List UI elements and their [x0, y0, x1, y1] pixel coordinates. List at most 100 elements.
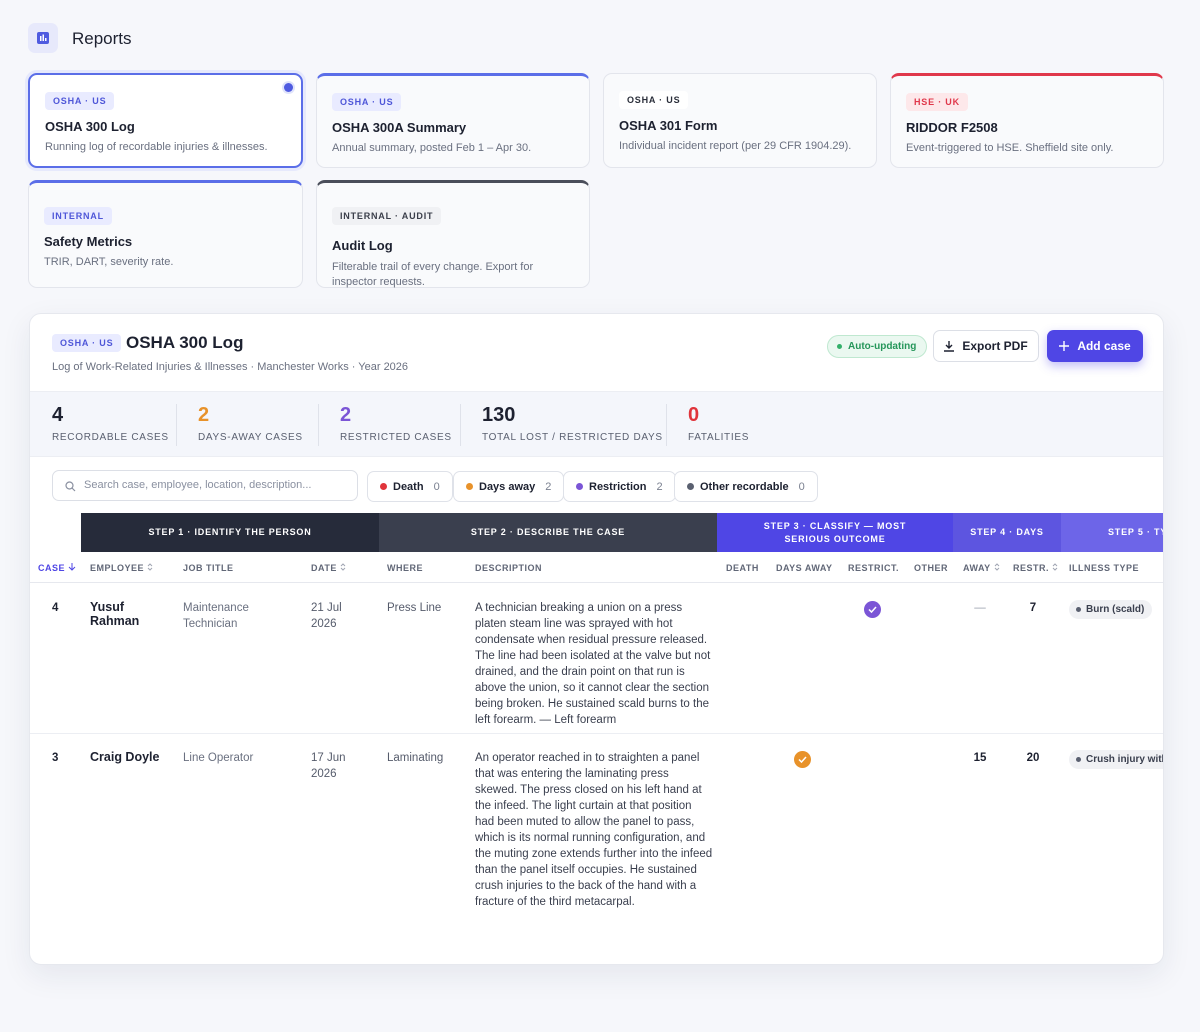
- card-title: OSHA 300 Log: [45, 119, 135, 134]
- column-header: OTHER: [914, 563, 948, 573]
- card-desc: TRIR, DART, severity rate.: [44, 256, 174, 268]
- add-label: Add case: [1077, 339, 1131, 353]
- step-header: STEP 2 · DESCRIBE THE CASE: [379, 513, 717, 552]
- illness-pill: Crush injury with fracture: [1069, 750, 1163, 769]
- card-tag: OSHA · US: [619, 91, 689, 109]
- card-title: OSHA 301 Form: [619, 118, 718, 133]
- filter-chip[interactable]: Other recordable 0: [674, 471, 818, 502]
- stat-divider: [460, 404, 461, 446]
- illness-pill: Burn (scald): [1069, 600, 1153, 619]
- card-title: OSHA 300A Summary: [332, 120, 467, 135]
- filter-label: Days away: [479, 480, 536, 493]
- stat-value: 2: [340, 404, 352, 426]
- days-restricted: 7: [1029, 602, 1037, 614]
- date: 21 Jul 2026: [311, 602, 342, 630]
- filter-dot: [576, 483, 583, 490]
- outcome-check: [794, 751, 811, 768]
- card-desc: Filterable trail of every change. Export…: [332, 261, 534, 288]
- card-title: Safety Metrics: [44, 234, 133, 249]
- days-away: 15: [973, 752, 987, 764]
- description: A technician breaking a union on a press…: [475, 602, 711, 726]
- report-card[interactable]: INTERNAL Safety Metrics TRIR, DART, severi…: [28, 180, 303, 288]
- column-header: CASE: [38, 563, 76, 573]
- column-header: JOB TITLE: [183, 563, 234, 573]
- filter-count: 2: [656, 480, 663, 493]
- filter-dot: [380, 483, 387, 490]
- stat-value: 4: [52, 404, 64, 426]
- column-header: DEATH: [726, 563, 759, 573]
- search-placeholder: Search case, employee, location, descrip…: [84, 479, 312, 491]
- step-header: STEP 1 · IDENTIFY THE PERSON: [81, 513, 379, 552]
- status-pill: Auto-updating: [827, 335, 928, 358]
- page-title: Reports: [72, 29, 132, 48]
- stat-label: TOTAL LOST / RESTRICTED DAYS: [482, 432, 663, 443]
- where: Laminating: [387, 752, 444, 764]
- case-number: 4: [52, 602, 59, 614]
- report-card[interactable]: HSE · UK RIDDOR F2508 Event-triggered to H…: [890, 73, 1164, 168]
- column-header: AWAY: [963, 563, 1000, 573]
- illness-type: Crush injury with fracture: [1086, 754, 1163, 765]
- stat-label: RECORDABLE CASES: [52, 432, 169, 443]
- selected-dot: [284, 83, 293, 92]
- filter-label: Death: [393, 480, 424, 493]
- panel-subtitle: Log of Work-Related Injuries & Illnesses…: [52, 361, 409, 373]
- stat-value: 130: [482, 404, 516, 426]
- row-rule: [30, 733, 1163, 734]
- card-tag: OSHA · US: [332, 93, 402, 111]
- employee: Craig Doyle: [90, 750, 160, 764]
- stat-label: FATALITIES: [688, 432, 750, 443]
- stat-divider: [666, 404, 667, 446]
- search-box[interactable]: Search case, employee, location, descrip…: [52, 470, 358, 501]
- report-card[interactable]: INTERNAL · AUDIT Audit Log Filterable trai…: [316, 180, 590, 288]
- reports-icon: [28, 23, 58, 53]
- case-number: 3: [52, 752, 59, 764]
- card-tag: INTERNAL · AUDIT: [332, 207, 442, 225]
- card-title: RIDDOR F2508: [906, 120, 998, 135]
- stats-band: 4 RECORDABLE CASES 2 DAYS-AWAY CASES 2 RESTRI…: [30, 391, 1163, 457]
- date: 17 Jun 2026: [311, 752, 346, 780]
- filter-count: 0: [798, 480, 805, 493]
- stat-divider: [176, 404, 177, 446]
- filter-dot: [687, 483, 694, 490]
- header-rule: [30, 582, 1163, 583]
- column-header: RESTR.: [1013, 563, 1058, 573]
- status-text: Auto-updating: [848, 341, 917, 352]
- export-button[interactable]: Export PDF: [933, 330, 1039, 362]
- job-title: Line Operator: [183, 752, 254, 764]
- column-header: DESCRIPTION: [475, 563, 543, 573]
- filter-chip[interactable]: Restriction 2: [563, 471, 676, 502]
- panel-title: OSHA 300 Log: [126, 333, 244, 352]
- report-panel: OSHA · US OSHA 300 Log Log of Work-Relat…: [29, 313, 1164, 965]
- stat-divider: [318, 404, 319, 446]
- where: Press Line: [387, 602, 442, 614]
- report-card[interactable]: OSHA · US OSHA 301 Form Individual inciden…: [603, 73, 877, 168]
- column-header: DATE: [311, 563, 346, 573]
- filter-dot: [466, 483, 473, 490]
- card-tag: OSHA · US: [45, 92, 115, 110]
- illness-type: Burn (scald): [1086, 604, 1145, 615]
- column-header: ILLNESS TYPE: [1069, 563, 1140, 573]
- step-header: STEP 5 · TYPE: [1061, 513, 1163, 552]
- filter-count: 0: [433, 480, 440, 493]
- description: An operator reached in to straighten a p…: [475, 752, 713, 908]
- stat-label: DAYS-AWAY CASES: [198, 432, 303, 443]
- card-tag: INTERNAL: [44, 207, 112, 225]
- card-desc: Event-triggered to HSE. Sheffield site o…: [906, 142, 1114, 154]
- card-title: Audit Log: [332, 238, 393, 253]
- column-header: EMPLOYEE: [90, 563, 153, 573]
- column-header: DAYS AWAY: [776, 563, 833, 573]
- illness-dot: [1076, 607, 1081, 612]
- column-header: RESTRICT.: [848, 563, 900, 573]
- card-desc: Individual incident report (per 29 CFR 1…: [619, 140, 852, 152]
- report-card[interactable]: OSHA · US OSHA 300 Log Running log of reco…: [28, 73, 303, 168]
- step-header: STEP 4 · DAYS: [953, 513, 1061, 552]
- log-table: STEP 1 · IDENTIFY THE PERSON STEP 2 · DES…: [30, 513, 1163, 964]
- filter-chip[interactable]: Days away 2: [453, 471, 565, 502]
- stat-value: 2: [198, 404, 210, 426]
- filter-chip[interactable]: Death 0: [367, 471, 453, 502]
- job-title: Maintenance Technician: [183, 602, 249, 630]
- report-card[interactable]: OSHA · US OSHA 300A Summary Annual summary…: [316, 73, 590, 168]
- add-button[interactable]: Add case: [1047, 330, 1143, 362]
- export-label: Export PDF: [962, 339, 1028, 353]
